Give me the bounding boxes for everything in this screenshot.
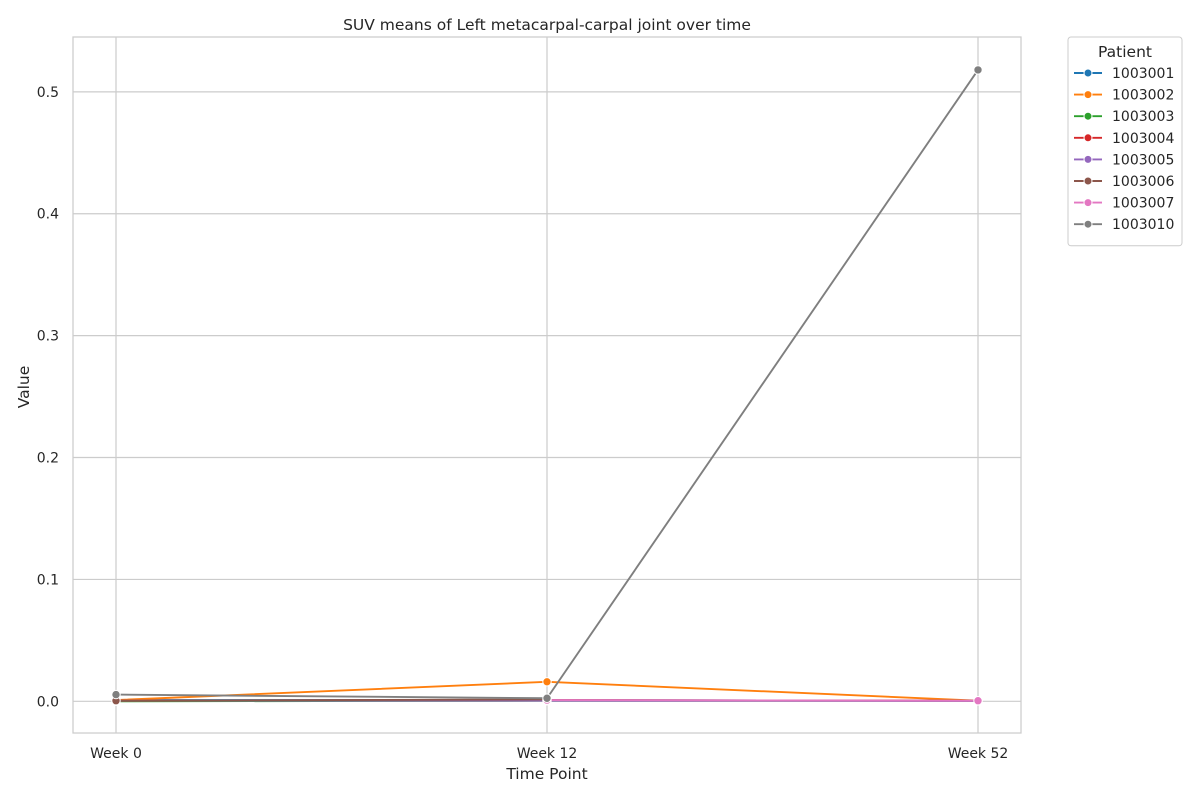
x-tick-label: Week 0: [90, 746, 142, 762]
legend-marker: [1083, 90, 1093, 100]
legend-label: 1003004: [1112, 131, 1174, 147]
legend-items: 1003001 1003002 1003003 1003004 1003005 10030…: [1074, 66, 1174, 233]
legend-item: 1003005: [1074, 152, 1174, 168]
legend-marker: [1083, 198, 1093, 208]
legend-marker: [1083, 176, 1093, 186]
data-point: [973, 695, 983, 706]
data-point: [542, 677, 552, 687]
y-tick-label: 0.2: [37, 451, 59, 467]
legend-label: 1003001: [1112, 66, 1174, 82]
tick-labels: 0.0 0.1 0.2 0.3 0.4 0.5 Week 0 Week 12 Week 52: [37, 85, 1009, 762]
y-tick-label: 0.1: [37, 572, 59, 588]
series-line: [115, 698, 548, 702]
legend-marker: [1083, 111, 1093, 121]
legend-marker: [1083, 219, 1093, 229]
series-1003010: [111, 65, 983, 703]
legend-item: 1003004: [1074, 131, 1174, 147]
data-point: [542, 693, 552, 703]
y-axis-label: Value: [15, 366, 33, 409]
legend-label: 1003005: [1112, 152, 1174, 168]
legend-item: 1003006: [1074, 174, 1174, 190]
y-tick-label: 0.5: [37, 85, 59, 101]
legend-marker: [1083, 68, 1093, 78]
plot-frame: [72, 36, 1022, 734]
legend: Patient 10030011003002100300310030041003…: [1067, 36, 1183, 247]
legend-item: 1003010: [1074, 217, 1174, 233]
legend-title: Patient: [1098, 43, 1152, 61]
x-axis-label: Time Point: [505, 765, 587, 783]
legend-label: 1003010: [1112, 217, 1174, 233]
y-tick-label: 0.0: [37, 694, 59, 710]
legend-item: 1003001: [1074, 66, 1174, 82]
legend-box: [1067, 36, 1183, 247]
series-layer: [111, 65, 983, 707]
data-point: [111, 689, 121, 700]
legend-item: 1003007: [1074, 196, 1174, 212]
legend-item: 1003003: [1074, 109, 1174, 125]
y-tick-label: 0.3: [37, 329, 59, 345]
legend-marker: [1083, 133, 1093, 143]
data-point: [973, 65, 983, 75]
legend-label: 1003007: [1112, 196, 1174, 212]
legend-label: 1003002: [1112, 88, 1174, 104]
legend-label: 1003006: [1112, 174, 1174, 190]
legend-marker: [1083, 154, 1093, 164]
series-line: [546, 699, 979, 702]
x-tick-label: Week 52: [948, 746, 1009, 762]
chart-title: SUV means of Left metacarpal-carpal join…: [343, 16, 751, 34]
y-tick-label: 0.4: [37, 207, 59, 223]
legend-label: 1003003: [1112, 109, 1174, 125]
grid: [73, 37, 1021, 733]
legend-item: 1003002: [1074, 88, 1174, 104]
x-tick-label: Week 12: [517, 746, 578, 762]
